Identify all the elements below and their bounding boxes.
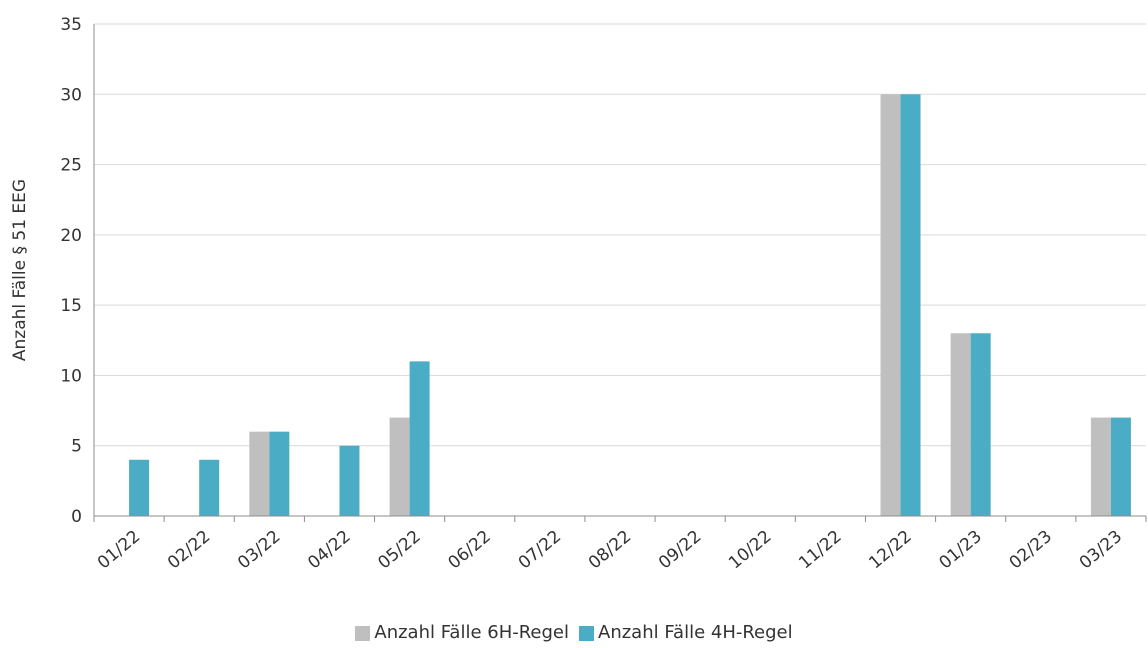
bar-4h-regel	[199, 459, 220, 516]
bar-4h-regel	[900, 94, 921, 517]
bar-4h-regel	[409, 361, 430, 516]
legend-swatch-6h	[355, 625, 371, 641]
y-tick-label: 0	[71, 507, 82, 527]
x-tick-label: 02/23	[1006, 527, 1056, 574]
x-tick-label: 03/22	[234, 527, 284, 574]
legend-label-6h: Anzahl Fälle 6H-Regel	[374, 622, 569, 643]
x-tick-label: 02/22	[164, 527, 214, 574]
legend: Anzahl Fälle 6H-Regel Anzahl Fälle 4H-Re…	[0, 622, 1148, 644]
bar-6h-regel	[950, 333, 971, 516]
y-axis-title: Anzahl Fälle § 51 EEG	[10, 179, 30, 361]
bar-6h-regel	[1090, 417, 1111, 516]
bar-6h-regel	[249, 431, 270, 516]
x-tick-label: 10/22	[725, 527, 775, 574]
bar-4h-regel	[269, 431, 290, 516]
x-tick-label: 05/22	[374, 527, 424, 574]
x-tick-label: 09/22	[655, 527, 705, 574]
legend-label-4h: Anzahl Fälle 4H-Regel	[598, 622, 793, 643]
y-tick-label: 10	[60, 366, 82, 386]
x-tick-label: 04/22	[304, 527, 354, 574]
y-tick-label: 20	[60, 226, 82, 246]
bar-4h-regel	[1110, 417, 1131, 516]
bar-6h-regel	[880, 94, 901, 517]
x-tick-label: 11/22	[795, 527, 845, 574]
y-tick-label: 5	[71, 437, 82, 457]
x-tick-label: 01/23	[935, 527, 985, 574]
bar-4h-regel	[970, 333, 991, 516]
legend-swatch-4h	[579, 625, 594, 641]
x-tick-label: 07/22	[515, 527, 565, 574]
y-tick-label: 25	[60, 156, 82, 176]
y-tick-label: 35	[60, 15, 82, 35]
x-tick-label: 06/22	[445, 527, 495, 574]
bar-4h-regel	[339, 445, 360, 516]
x-tick-label: 12/22	[865, 527, 915, 574]
bar-4h-regel	[129, 459, 150, 516]
x-tick-label: 03/23	[1076, 527, 1126, 574]
bar-chart: 0 5 10 15 20 25 30 35 01/22 02/22 03/22 04/22 05/22 0…	[10, 15, 1147, 574]
legend-item-4h: Anzahl Fälle 4H-Regel	[579, 622, 793, 644]
x-tick-label: 08/22	[585, 527, 635, 574]
y-tick-label: 15	[60, 296, 82, 316]
bar-6h-regel	[389, 417, 410, 516]
y-tick-label: 30	[60, 85, 82, 105]
legend-item-6h: Anzahl Fälle 6H-Regel	[355, 622, 569, 644]
x-tick-label: 01/22	[94, 527, 144, 574]
